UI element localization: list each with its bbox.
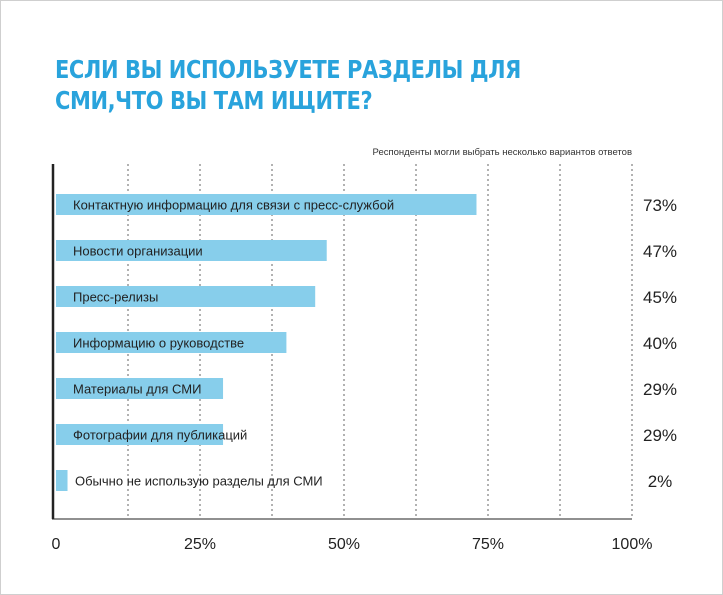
bar [56, 286, 316, 307]
bar-value-label: 45% [643, 288, 677, 307]
bar-value-label: 40% [643, 334, 677, 353]
bar-category-label: Информацию о руководстве [73, 336, 244, 351]
bar [56, 240, 327, 261]
bar-value-label: 29% [643, 426, 677, 445]
bar-value-label: 29% [643, 380, 677, 399]
labels: Контактную информацию для связи с пресс-… [52, 196, 677, 553]
bar-value-label: 47% [643, 242, 677, 261]
grid-lines [127, 164, 633, 519]
bar-value-label: 2% [648, 472, 673, 491]
bar [56, 424, 224, 445]
chart-title: ЕСЛИ ВЫ ИСПОЛЬЗУЕТЕ РАЗДЕЛЫ ДЛЯ СМИ,ЧТО … [55, 54, 559, 116]
bars [56, 194, 477, 491]
x-tick-label: 75% [472, 536, 504, 553]
x-tick-label: 0 [52, 536, 61, 553]
x-tick-label: 25% [184, 536, 216, 553]
bar-category-label: Материалы для СМИ [73, 382, 201, 397]
bar [56, 194, 477, 215]
x-tick-label: 50% [328, 536, 360, 553]
bar [56, 378, 224, 399]
bar-category-label: Пресс-релизы [73, 290, 158, 305]
bar-category-label: Контактную информацию для связи с пресс-… [73, 198, 394, 213]
axes [51, 164, 632, 520]
chart-title-line-1: ЕСЛИ ВЫ ИСПОЛЬЗУЕТЕ РАЗДЕЛЫ ДЛЯ [55, 55, 521, 84]
bar-category-label: Фотографии для публикаций [73, 428, 247, 443]
bar [56, 332, 287, 353]
bar-value-label: 73% [643, 196, 677, 215]
bar-category-label: Обычно не использую разделы для СМИ [75, 474, 323, 489]
bar [56, 470, 68, 491]
chart-title-line-2: СМИ,ЧТО ВЫ ТАМ ИЩИТЕ? [55, 86, 373, 115]
bar-category-label: Новости организации [73, 244, 203, 259]
respondents-note: Респонденты могли выбрать несколько вари… [372, 147, 632, 158]
x-tick-label: 100% [612, 536, 653, 553]
